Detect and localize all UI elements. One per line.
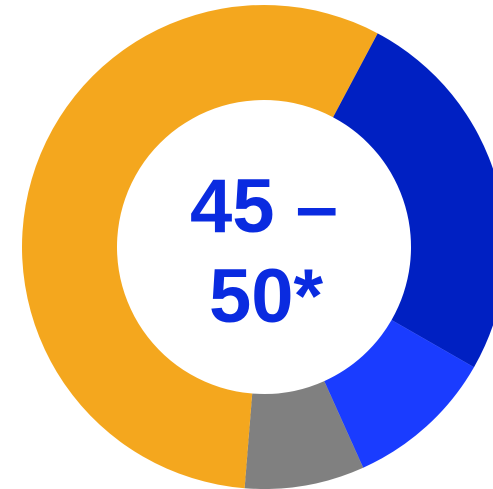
center-label-line-2: 50* (209, 254, 324, 339)
slice-blue (324, 320, 474, 468)
donut-slices (21, 4, 493, 489)
slice-dark-blue (333, 33, 493, 368)
slice-orange (21, 4, 378, 489)
slice-gray (244, 381, 364, 489)
center-label-line-1: 45 – (190, 164, 338, 249)
